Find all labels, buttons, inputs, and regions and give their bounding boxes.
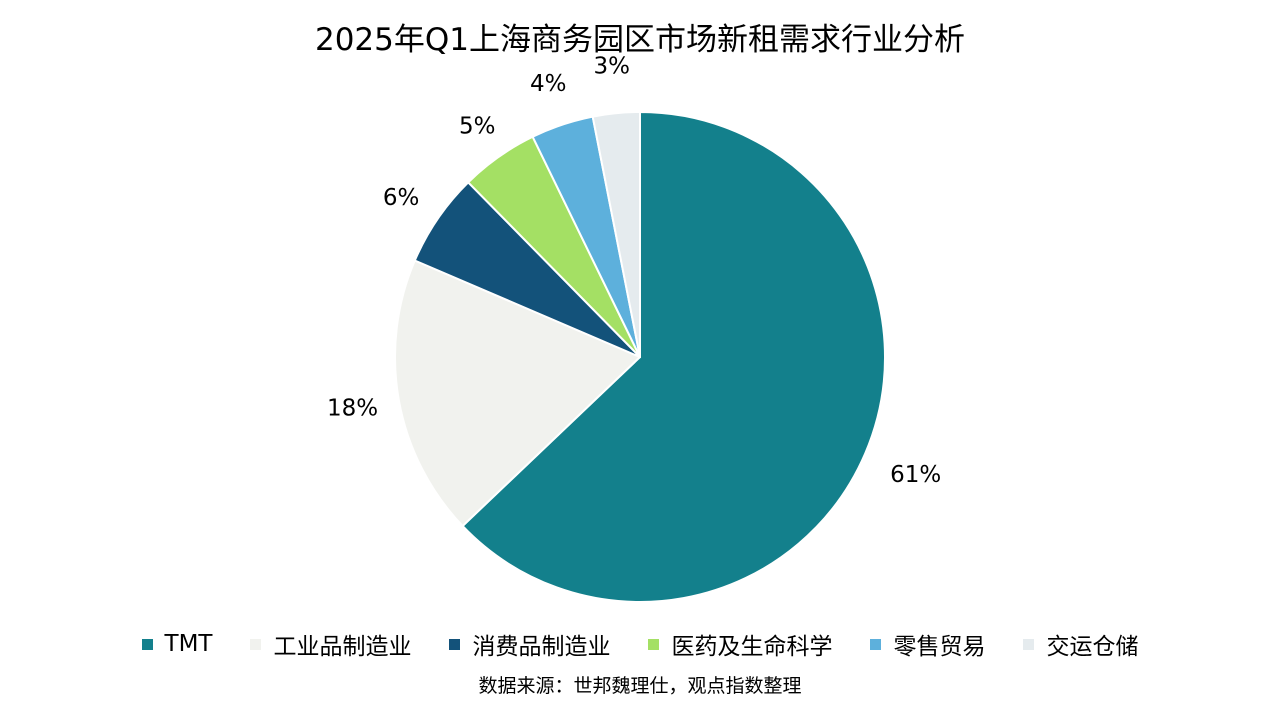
legend: TMT 工业品制造业 消费品制造业 医药及生命科学 零售贸易 交运仓储 xyxy=(0,626,1280,662)
legend-label: 交运仓储 xyxy=(1046,634,1139,660)
legend-item: 零售贸易 xyxy=(870,627,985,661)
source-note: 数据来源：世邦魏理仕，观点指数整理 xyxy=(478,675,802,697)
legend-item: TMT xyxy=(141,631,213,657)
legend-swatch xyxy=(1023,638,1035,650)
data-label: 3% xyxy=(593,53,630,79)
legend-item: 工业品制造业 xyxy=(250,627,411,661)
legend-item: 医药及生命科学 xyxy=(648,627,832,661)
chart-title: 2025年Q1上海商务园区市场新租需求行业分析 xyxy=(314,22,965,58)
legend-label: 医药及生命科学 xyxy=(671,634,833,660)
legend-swatch xyxy=(449,638,461,650)
data-label: 6% xyxy=(383,185,420,211)
legend-swatch xyxy=(250,638,262,650)
data-label: 18% xyxy=(327,396,378,422)
legend-label: TMT xyxy=(164,631,213,657)
legend-item: 交运仓储 xyxy=(1023,627,1138,661)
pie-slice-tmt xyxy=(461,111,886,603)
legend-label: 零售贸易 xyxy=(893,634,986,660)
legend-label: 工业品制造业 xyxy=(273,634,412,660)
pie-slice-segment-6 xyxy=(591,111,641,358)
legend-swatch xyxy=(870,638,882,650)
data-label: 4% xyxy=(530,71,567,97)
data-label: 5% xyxy=(459,114,496,140)
legend-swatch xyxy=(648,638,660,650)
data-label: 61% xyxy=(890,462,941,488)
pie-slice-segment-2 xyxy=(394,259,641,527)
legend-swatch xyxy=(141,638,153,650)
legend-item: 消费品制造业 xyxy=(449,627,610,661)
legend-label: 消费品制造业 xyxy=(472,634,611,660)
